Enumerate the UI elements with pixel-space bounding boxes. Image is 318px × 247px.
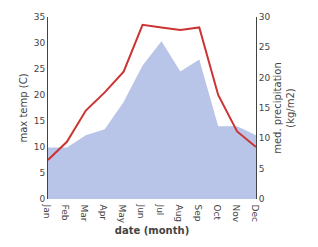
svg-text:25: 25 — [259, 42, 270, 52]
svg-text:Apr: Apr — [98, 205, 108, 221]
svg-text:5: 5 — [259, 164, 265, 174]
svg-text:med. precipitation(kg/m2): med. precipitation(kg/m2) — [272, 62, 296, 154]
svg-text:May: May — [117, 205, 127, 224]
svg-text:Sep: Sep — [193, 205, 203, 222]
svg-text:20: 20 — [259, 73, 271, 83]
svg-text:max temp (C): max temp (C) — [18, 73, 29, 142]
svg-text:Jan: Jan — [42, 204, 52, 219]
svg-text:10: 10 — [34, 142, 46, 152]
svg-text:Aug: Aug — [174, 205, 184, 223]
svg-text:5: 5 — [39, 168, 45, 178]
svg-text:Jul: Jul — [155, 204, 165, 216]
svg-text:15: 15 — [259, 103, 270, 113]
svg-text:Nov: Nov — [231, 205, 241, 223]
svg-text:Dec: Dec — [250, 205, 260, 222]
svg-text:15: 15 — [34, 116, 45, 126]
svg-text:Jun: Jun — [136, 204, 146, 219]
svg-text:35: 35 — [34, 12, 45, 22]
svg-text:0: 0 — [259, 194, 265, 204]
svg-text:20: 20 — [34, 90, 46, 100]
svg-text:date (month): date (month) — [115, 225, 189, 236]
svg-text:Mar: Mar — [79, 205, 89, 222]
svg-text:30: 30 — [259, 12, 271, 22]
svg-text:25: 25 — [34, 64, 45, 74]
svg-text:30: 30 — [34, 38, 46, 48]
svg-text:Oct: Oct — [212, 205, 222, 221]
svg-text:0: 0 — [39, 194, 45, 204]
svg-text:10: 10 — [259, 133, 271, 143]
svg-text:Feb: Feb — [60, 205, 70, 221]
